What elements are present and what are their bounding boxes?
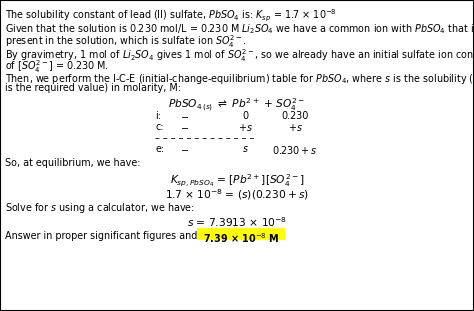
Text: $\mathit{PbSO_{4\,(s)}}$ $\rightleftharpoons$ $Pb^{2+}$ + $SO_4^{2-}$: $\mathit{PbSO_{4\,(s)}}$ $\rightleftharp… [168, 97, 306, 114]
Text: i:: i: [155, 111, 161, 121]
Text: Solve for $s$ using a calculator, we have:: Solve for $s$ using a calculator, we hav… [5, 201, 195, 215]
Text: The solubility constant of lead (II) sulfate, $\mathit{PbSO_4}$ is: $K_{sp}$ = 1: The solubility constant of lead (II) sul… [5, 8, 337, 24]
Text: 0: 0 [242, 111, 248, 121]
Text: $+s$: $+s$ [237, 122, 253, 133]
Text: Answer in proper significant figures and unit:: Answer in proper significant figures and… [5, 231, 225, 241]
Text: present in the solution, which is sulfate ion $SO_4^{2-}$.: present in the solution, which is sulfat… [5, 33, 246, 50]
Text: $s$: $s$ [242, 144, 248, 154]
Text: $+s$: $+s$ [288, 122, 302, 133]
Text: $-$: $-$ [181, 111, 190, 121]
Text: By gravimetry, 1 mol of $\mathit{Li_2SO_4}$ gives 1 mol of $SO_4^{2-}$, so we al: By gravimetry, 1 mol of $\mathit{Li_2SO_… [5, 47, 474, 64]
Text: $-$: $-$ [181, 144, 190, 154]
Text: 0.230: 0.230 [281, 111, 309, 121]
Text: $-$: $-$ [181, 122, 190, 132]
Text: Given that the solution is 0.230 mol/L = 0.230 M $\mathit{Li_2SO_4}$ we have a c: Given that the solution is 0.230 mol/L =… [5, 22, 474, 36]
Text: Then, we perform the I-C-E (initial-change-equilibrium) table for $\mathit{PbSO_: Then, we perform the I-C-E (initial-chan… [5, 72, 474, 86]
Text: of $[SO_4^{2-}]$ = 0.230 M.: of $[SO_4^{2-}]$ = 0.230 M. [5, 58, 109, 75]
Text: – – – – – – – – – – – – –: – – – – – – – – – – – – – [155, 133, 255, 143]
Text: $K_{sp,PbSO_4}$ = $[Pb^{2+}][SO_4^{2-}]$: $K_{sp,PbSO_4}$ = $[Pb^{2+}][SO_4^{2-}]$ [170, 172, 304, 189]
Text: $0.230 + s$: $0.230 + s$ [272, 144, 318, 156]
Text: So, at equilibrium, we have:: So, at equilibrium, we have: [5, 158, 140, 168]
Text: 7.39 × 10$^{-8}$ M: 7.39 × 10$^{-8}$ M [203, 231, 279, 245]
Text: 1.7 × 10$^{-8}$ = $(s)(0.230 + s)$: 1.7 × 10$^{-8}$ = $(s)(0.230 + s)$ [165, 187, 309, 202]
Text: $s$ = 7.3913 × 10$^{-8}$: $s$ = 7.3913 × 10$^{-8}$ [187, 215, 287, 229]
Text: c:: c: [155, 122, 164, 132]
Bar [197, 228, 285, 240]
Text: e:: e: [155, 144, 164, 154]
Text: is the required value) in molarity, M:: is the required value) in molarity, M: [5, 83, 181, 93]
